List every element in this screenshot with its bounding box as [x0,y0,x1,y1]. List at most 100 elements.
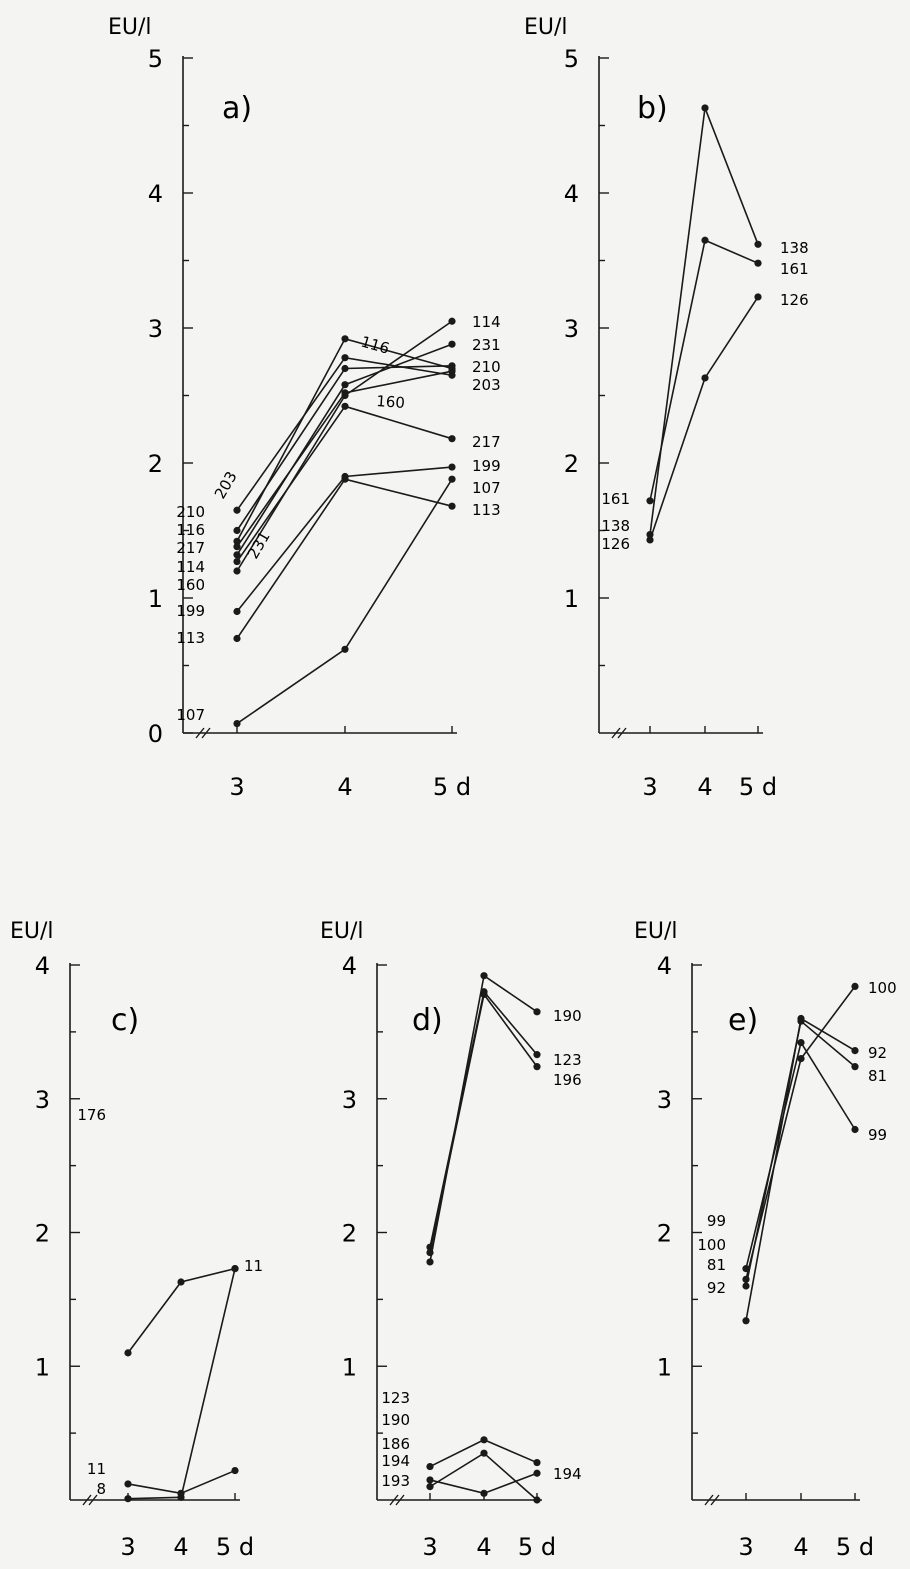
x-tick-label: 5 d [739,773,777,801]
data-point [233,543,241,551]
y-unit-label: EU/l [524,15,568,40]
series-label: 160 [176,576,205,594]
data-point [533,1051,541,1059]
data-point [646,497,654,505]
series-label: 160 [376,392,406,412]
data-point [233,526,241,535]
data-point [177,1493,185,1501]
y-tick-label: 1 [657,1353,672,1381]
x-tick-label: 5 d [216,1533,254,1561]
panel-title: c) [111,1003,139,1038]
series-label: 210 [176,503,205,521]
series-label: 193 [381,1472,410,1490]
data-point [480,1436,488,1444]
series-label: 161 [601,490,630,508]
data-point [341,402,349,410]
y-unit-label: EU/l [634,919,678,944]
data-point [851,1125,859,1134]
data-point [533,1008,541,1016]
series-label: 217 [472,433,501,451]
data-point [701,236,709,244]
data-point [448,340,456,348]
y-tick-label: 5 [148,45,163,73]
series-line-203 [236,356,453,511]
y-tick-label: 3 [657,1086,672,1114]
series-label: 116 [176,521,205,539]
series-line-123 [429,989,538,1248]
data-point [646,536,654,544]
data-point [480,990,488,999]
series-line-126 [649,296,759,541]
data-point [233,506,241,514]
data-point [233,567,241,575]
panel-e: EU/l e) 1 2 3 4 3 4 5 d 99 100 81 92 100 92 81 99 [634,919,897,1561]
data-point [233,551,241,559]
x-tick-label: 3 [642,773,657,801]
series-label: 210 [472,358,501,376]
axis-break-mark [710,1494,720,1506]
data-point [124,1349,132,1357]
series-label: 217 [176,539,205,557]
series-label: 138 [780,239,809,257]
data-point [448,367,456,375]
series-label: 161 [780,260,809,278]
axis-break-mark [395,1494,405,1506]
series-label: 123 [553,1051,582,1069]
x-tick-label: 3 [738,1533,753,1561]
data-point [480,972,488,980]
data-point [851,1063,859,1071]
x-tick-label: 4 [476,1533,491,1561]
series-label: 114 [176,558,205,576]
y-tick-label: 1 [35,1353,50,1381]
series-label: 100 [697,1236,726,1254]
axis-break-mark [611,727,621,739]
axis-break-mark [88,1494,98,1506]
data-point [754,259,762,267]
series-label: 92 [707,1279,726,1297]
data-point [851,1047,859,1055]
y-unit-label: EU/l [108,15,152,40]
series-label: 199 [176,602,205,620]
y-tick-label: 2 [148,450,163,478]
y-tick-label: 1 [342,1353,357,1381]
series-line-196 [429,992,538,1253]
series-label: 11 [244,1257,263,1275]
x-tick-label: 5 d [836,1533,874,1561]
series-label: 196 [553,1071,582,1089]
data-point [797,1038,805,1047]
panel-c: EU/l c) 1 2 3 4 3 4 5 d 176 11 8 11 [10,919,263,1561]
data-point [448,502,456,510]
y-tick-label: 2 [657,1220,672,1248]
series-label: 92 [868,1044,887,1062]
data-point [742,1317,750,1325]
data-point [426,1476,434,1484]
y-tick-label: 3 [35,1086,50,1114]
series-label: 231 [244,528,274,562]
x-tick-label: 5 d [433,773,471,801]
y-tick-label: 1 [148,585,163,613]
data-point [233,719,241,728]
data-point [231,1466,239,1475]
axis-break-mark [389,1494,399,1506]
panel-title: d) [412,1003,443,1038]
x-tick-label: 4 [337,773,352,801]
x-tick-label: 5 d [518,1533,556,1561]
panel-title: b) [637,91,668,126]
series-label: 123 [381,1389,410,1407]
data-point [754,240,762,248]
data-point [426,1483,434,1491]
data-point [233,634,241,643]
series-label: 8 [96,1480,106,1498]
series-label: 100 [868,979,897,997]
series-label: 190 [553,1007,582,1025]
y-tick-label: 4 [564,180,579,208]
y-tick-label: 2 [342,1220,357,1248]
series-label: 126 [780,291,809,309]
series-label: 186 [381,1435,410,1453]
x-tick-label: 3 [229,773,244,801]
data-point [480,1449,488,1457]
